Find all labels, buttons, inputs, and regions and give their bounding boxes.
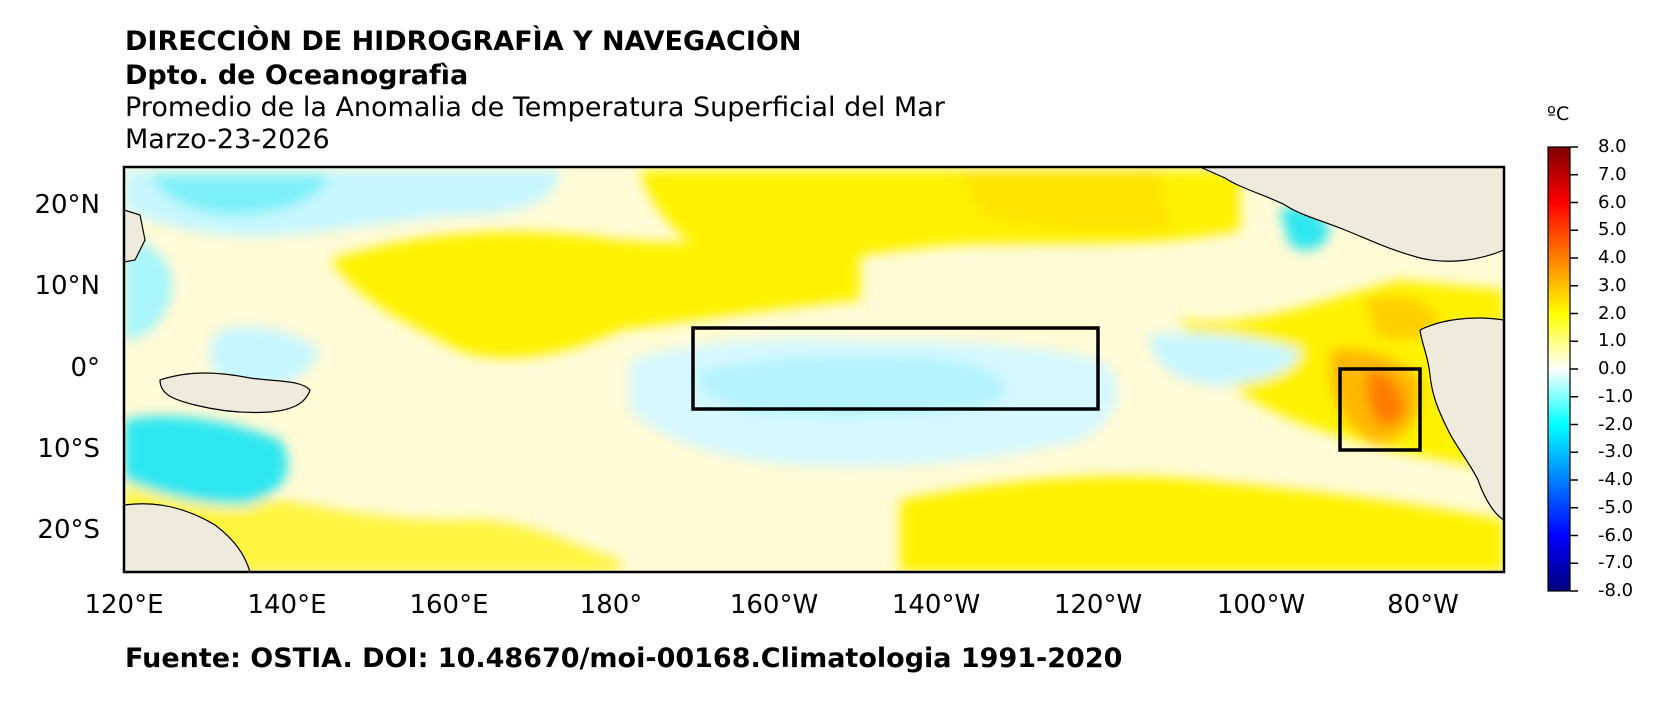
source-footer: Fuente: OSTIA. DOI: 10.48670/moi-00168.C… [125, 643, 1123, 674]
colorbar-tick-label: 5.0 [1598, 219, 1627, 241]
colorbar-tick-label: 2.0 [1598, 302, 1627, 324]
colorbar-tick-label: 8.0 [1598, 136, 1627, 157]
colorbar-tick-label: 1.0 [1598, 330, 1627, 352]
colorbar-unit: ºC [1547, 103, 1570, 125]
lon-label-160e: 160°E [409, 590, 489, 620]
map-field [124, 167, 1504, 572]
colorbar-tick-label: 7.0 [1598, 163, 1627, 185]
colorbar-tick-label: -2.0 [1598, 413, 1634, 435]
lat-label-10n: 10°N [34, 271, 100, 301]
colorbar [1547, 146, 1571, 592]
new-guinea-land [159, 372, 311, 414]
lon-label-120w: 120°W [1053, 590, 1143, 620]
lat-label-20n: 20°N [34, 190, 100, 220]
lat-label-10s: 10°S [37, 434, 100, 464]
colorbar-tick-label: -3.0 [1598, 441, 1634, 463]
colorbar-tick-label: 3.0 [1598, 274, 1627, 296]
map-frame [122, 165, 1506, 574]
nino34-box [691, 326, 1100, 411]
department-title: Dpto. de Oceanografìa [125, 60, 469, 91]
colorbar-tick-label: 4.0 [1598, 247, 1627, 268]
colorbar-tick-label: -5.0 [1598, 496, 1634, 518]
lon-label-180: 180° [579, 590, 643, 620]
date-title: Marzo-23-2026 [125, 124, 330, 155]
lon-label-80w: 80°W [1387, 590, 1459, 620]
colorbar-tick-label: -6.0 [1598, 524, 1634, 546]
colorbar-tick-marks [1570, 146, 1578, 592]
colorbar-tick-label: 0.0 [1598, 358, 1627, 379]
lon-label-140w: 140°W [891, 590, 981, 620]
colorbar-tick-label: -4.0 [1598, 469, 1634, 490]
south-america-land [1419, 317, 1504, 521]
nino12-box [1338, 367, 1422, 452]
mexico-land [1199, 167, 1504, 262]
product-title: Promedio de la Anomalia de Temperatura S… [125, 92, 945, 123]
lon-label-160w: 160°W [729, 590, 819, 620]
anomaly-field [124, 170, 1504, 572]
colorbar-tick-label: -8.0 [1598, 580, 1634, 601]
asia-land [124, 209, 146, 263]
australia-land [124, 503, 251, 572]
colorbar-tick-label: -7.0 [1598, 552, 1634, 574]
institution-title: DIRECCIÒN DE HIDROGRAFÌA Y NAVEGACIÒN [125, 26, 802, 57]
land-masses [124, 167, 1504, 572]
lat-label-0: 0° [70, 353, 100, 383]
lon-label-140e: 140°E [247, 590, 327, 620]
colorbar-tick-label: -1.0 [1598, 385, 1634, 407]
lon-label-120e: 120°E [84, 590, 164, 620]
lat-label-20s: 20°S [37, 515, 100, 545]
lon-label-100w: 100°W [1216, 590, 1306, 620]
colorbar-tick-label: 6.0 [1598, 191, 1627, 213]
